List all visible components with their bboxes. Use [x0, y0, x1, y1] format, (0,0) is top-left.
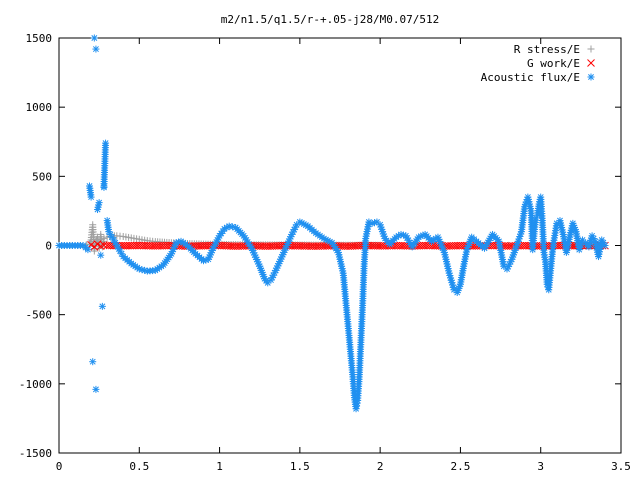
data-point	[92, 385, 100, 393]
data-point	[92, 45, 100, 53]
data-point	[90, 34, 98, 42]
legend-marker	[587, 73, 595, 81]
series-3	[55, 34, 609, 413]
x-tick-label: 3.5	[611, 460, 631, 473]
data-point	[100, 235, 108, 243]
x-tick-label: 1	[216, 460, 223, 473]
data-point	[98, 302, 106, 310]
data-point	[97, 251, 105, 259]
y-tick-label: 500	[32, 170, 52, 183]
y-tick-label: 0	[45, 240, 52, 253]
chart-title: m2/n1.5/q1.5/r-+.05-j28/M0.07/512	[221, 13, 440, 26]
series-layer	[55, 34, 609, 413]
x-tick-label: 0.5	[129, 460, 149, 473]
y-tick-label: -500	[26, 309, 53, 322]
y-tick-label: -1000	[19, 378, 52, 391]
data-point	[95, 199, 103, 207]
legend-label: Acoustic flux/E	[481, 71, 580, 84]
legend-marker	[587, 45, 595, 53]
y-tick-label: 1500	[26, 32, 53, 45]
x-tick-label: 2	[377, 460, 384, 473]
trace-marker	[399, 231, 407, 239]
data-point	[102, 139, 110, 147]
data-point	[89, 358, 97, 366]
y-tick-label: 1000	[26, 101, 53, 114]
trace-marker	[353, 402, 361, 410]
x-tick-label: 0	[56, 460, 63, 473]
axes: 0 0.5 1 1.5 2 2.5 3 3.5 -1500 -1000 -500 0 500 1000 15…	[19, 32, 631, 473]
x-tick-label: 3	[537, 460, 544, 473]
x-tick-label: 2.5	[450, 460, 470, 473]
data-point	[601, 242, 609, 249]
legend-label: G work/E	[527, 57, 580, 70]
data-point	[87, 193, 95, 201]
x-tick-label: 1.5	[290, 460, 310, 473]
data-point	[84, 246, 92, 254]
legend-marker	[587, 59, 595, 67]
legend-label: R stress/E	[514, 43, 580, 56]
y-tick-label: -1500	[19, 447, 52, 460]
